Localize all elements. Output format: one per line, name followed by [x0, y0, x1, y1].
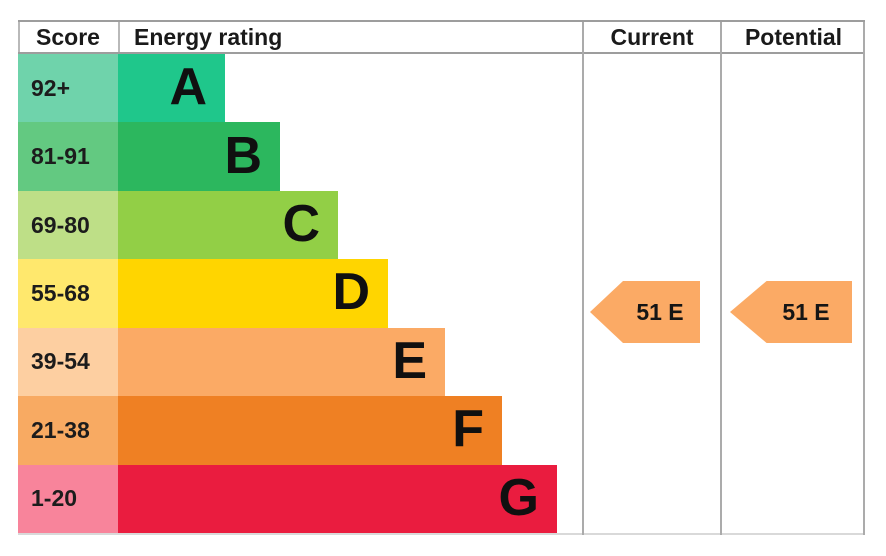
score-range-f: 21-38 [18, 396, 118, 465]
band-row-c: 69-80 C [18, 190, 865, 260]
table-header-row: Score Energy rating Current Potential [18, 22, 865, 54]
band-letter-a: A [169, 58, 207, 117]
column-header-current: Current [610, 23, 694, 50]
potential-column-left-line [720, 22, 722, 535]
band-letter-b: B [224, 126, 262, 185]
band-letter-c: C [282, 195, 320, 254]
score-range-g: 1-20 [18, 464, 118, 533]
current-column-left-line [582, 22, 584, 535]
score-range-a: 92+ [18, 54, 118, 123]
rating-bar-c: C [118, 190, 338, 260]
rating-bar-d: D [118, 259, 388, 328]
band-row-f: 21-38 F [18, 396, 865, 465]
column-header-potential: Potential [744, 23, 843, 50]
band-row-e: 39-54 E [18, 327, 865, 397]
band-row-g: 1-20 G [18, 464, 865, 533]
rating-bar-a: A [118, 54, 225, 123]
column-header-score: Score [36, 23, 100, 50]
score-range-c: 69-80 [18, 190, 118, 260]
column-header-energy-rating: Energy rating [134, 23, 283, 50]
rating-bar-b: B [118, 122, 280, 191]
score-range-e: 39-54 [18, 327, 118, 397]
header-left-border [18, 22, 20, 52]
band-letter-e: E [392, 331, 427, 390]
header-score-divider [118, 22, 120, 52]
epc-band-area: 92+ A 81-91 B 69-80 C 55-68 D 39-54 E 21… [18, 54, 865, 535]
epc-table: Score Energy rating Current Potential 92… [18, 20, 865, 535]
band-letter-f: F [452, 400, 484, 459]
score-range-b: 81-91 [18, 122, 118, 191]
rating-bar-g: G [118, 464, 557, 533]
band-row-d: 55-68 D [18, 259, 865, 328]
rating-bar-e: E [118, 327, 445, 397]
band-letter-d: D [332, 263, 370, 322]
table-right-border [863, 22, 865, 535]
band-row-a: 92+ A [18, 54, 865, 123]
rating-bar-f: F [118, 396, 502, 465]
band-row-b: 81-91 B [18, 122, 865, 191]
band-letter-g: G [498, 468, 539, 527]
score-range-d: 55-68 [18, 259, 118, 328]
